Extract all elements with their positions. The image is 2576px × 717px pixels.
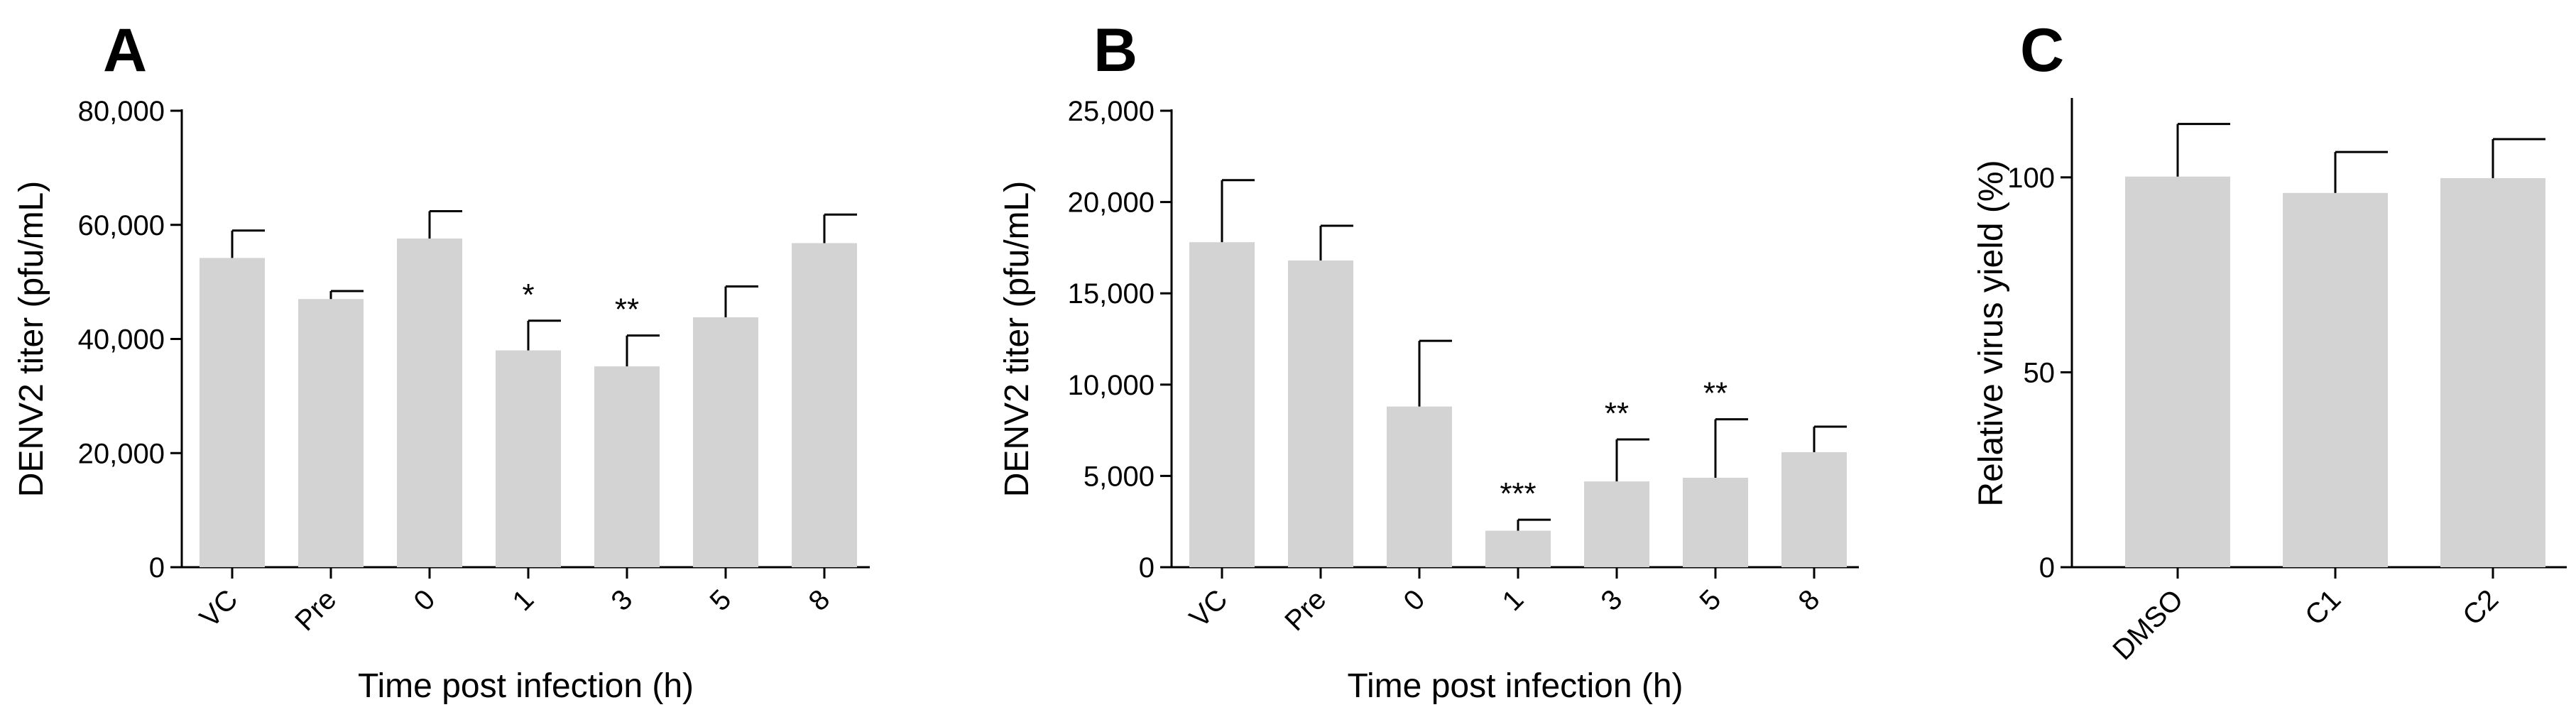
panel-a-bar-0 xyxy=(397,239,462,567)
panel-c-x-tick-label: C2 xyxy=(2457,584,2504,631)
panel-a-label: A xyxy=(103,16,147,84)
panel-c-y-tick-label: 100 xyxy=(2007,163,2055,194)
panel-a-x-tick-label: VC xyxy=(194,584,244,633)
panel-a-bar-pre xyxy=(298,299,364,567)
panel-a-x-tick-label: 0 xyxy=(408,584,442,617)
panel-b-bar-pre xyxy=(1288,260,1353,567)
panel-b-y-tick-label: 5,000 xyxy=(1084,461,1155,492)
panel-a-x-tick-label: 1 xyxy=(507,584,540,617)
panel-b-x-tick-label: 8 xyxy=(1793,584,1826,617)
panel-c-y-axis-title: Relative virus yield (%) xyxy=(1972,160,2010,506)
panel-a-y-axis-title: DENV2 titer (pfu/mL) xyxy=(13,181,50,497)
panel-b-significance-marker: *** xyxy=(1500,476,1536,511)
panel-a-y-tick-label: 80,000 xyxy=(78,96,165,127)
panel-a-bar-5 xyxy=(693,317,758,567)
panel-b-bar-3 xyxy=(1584,481,1649,567)
panel-a-x-tick-label: 8 xyxy=(803,584,836,617)
panel-a-x-tick-label: Pre xyxy=(289,584,342,637)
panel-b-x-tick-label: 0 xyxy=(1398,584,1431,617)
panel-c-bar-c2 xyxy=(2440,177,2545,568)
panel-a-bar-1 xyxy=(496,350,561,567)
panel-a-bar-8 xyxy=(792,243,857,567)
panel-c-y-tick-label: 50 xyxy=(2024,357,2056,388)
panel-a-significance-marker: ** xyxy=(615,292,639,327)
panel-a-chart: A 0 20,000 40,000 60,000 80,000 DENV2 titer (p… xyxy=(13,16,870,705)
panel-b-y-axis-title: DENV2 titer (pfu/mL) xyxy=(998,181,1036,497)
panel-b-significance-marker: ** xyxy=(1703,376,1728,411)
panel-c-bar-dmso xyxy=(2125,176,2230,568)
panel-b-x-tick-label: Pre xyxy=(1279,584,1332,637)
panel-b-bar-1 xyxy=(1485,530,1551,567)
panel-b-y-tick-label: 0 xyxy=(1139,552,1155,584)
panel-b-bar-vc xyxy=(1189,242,1255,567)
panel-a-y-tick-label: 60,000 xyxy=(78,210,165,241)
panel-b-x-tick-label: 1 xyxy=(1497,584,1530,617)
panel-a-significance-marker: * xyxy=(522,278,534,312)
panel-a-x-tick-label: 5 xyxy=(704,584,738,617)
panel-b-x-tick-label: 3 xyxy=(1595,584,1629,617)
panel-a-y-tick-label: 20,000 xyxy=(78,438,165,469)
panel-b-chart: B 0 5,000 10,000 15,000 20,000 25,000 DENV2 tit… xyxy=(998,16,1859,705)
panel-b-y-tick-label: 10,000 xyxy=(1068,370,1155,401)
panel-b-label: B xyxy=(1093,16,1137,84)
panel-c-bar-c1 xyxy=(2283,192,2388,567)
panel-b-bar-8 xyxy=(1781,451,1847,567)
panel-a-bar-vc xyxy=(200,258,265,567)
panel-b-bar-0 xyxy=(1387,406,1452,567)
panel-a-y-tick-label: 40,000 xyxy=(78,324,165,356)
panel-c-x-tick-label: C1 xyxy=(2299,584,2347,631)
panel-b-significance-marker: ** xyxy=(1605,396,1629,431)
panel-c-y-tick-label: 0 xyxy=(2039,552,2055,584)
panel-b-x-tick-label: 5 xyxy=(1694,584,1728,617)
panel-a-x-axis-title: Time post infection (h) xyxy=(358,667,694,705)
panel-a-y-tick-label: 0 xyxy=(149,552,165,584)
panel-b-x-axis-title: Time post infection (h) xyxy=(1347,667,1683,705)
panel-c-x-tick-label: DMSO xyxy=(2107,584,2189,666)
panel-c-label: C xyxy=(2020,16,2064,84)
panel-b-x-tick-label: VC xyxy=(1184,584,1233,633)
panel-a-bar-3 xyxy=(594,366,660,567)
panel-b-y-tick-label: 25,000 xyxy=(1068,96,1155,127)
panel-b-bar-5 xyxy=(1683,477,1748,567)
panel-b-y-tick-label: 15,000 xyxy=(1068,278,1155,310)
panel-b-y-tick-label: 20,000 xyxy=(1068,187,1155,219)
panel-a-x-tick-label: 3 xyxy=(606,584,639,617)
